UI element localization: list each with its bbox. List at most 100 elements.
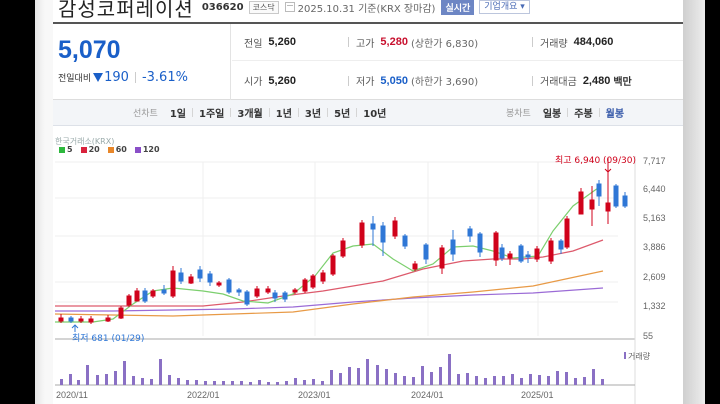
svg-text:5,163: 5,163 (643, 213, 666, 223)
tab-1-week[interactable]: 1주일 (199, 109, 225, 120)
down-triangle-icon (93, 73, 104, 82)
chart-tab-bar: 선차트 1일 1주일 3개월 1년 3년 5년 10년 봉차트 일봉 주봉 월봉 (53, 100, 683, 126)
legend-swatch (107, 146, 114, 153)
amount-value: 2,480 (582, 74, 611, 87)
svg-text:2024/01: 2024/01 (411, 390, 444, 400)
change-value: 190 (104, 70, 129, 85)
tab-weekly-candle[interactable]: 주봉 (574, 109, 593, 120)
open-value: 5,260 (268, 74, 296, 87)
quote-stats: 전일 5,260 고가 5,280 (상한가 6,830) 거래량 484,06… (232, 24, 683, 100)
legend-label: 20 (88, 145, 100, 154)
divider (356, 108, 358, 117)
divider (567, 108, 569, 117)
divider (134, 72, 136, 83)
volume-bars (60, 354, 604, 385)
low-value: 5,050 (380, 74, 408, 87)
candle-chart-label[interactable]: 봉차트 (506, 109, 531, 119)
legend-ma120: 120 (134, 145, 160, 154)
volume-legend-swatch (624, 352, 626, 359)
svg-text:2022/01: 2022/01 (187, 390, 220, 400)
stock-code: 036620 (201, 1, 244, 13)
low-price: 저가 5,050 (하한가 3,690) (348, 73, 478, 88)
high-annotation: 최고 6,940 (09/30) (555, 155, 636, 166)
svg-text:2023/01: 2023/01 (298, 390, 331, 400)
amount-label: 거래대금 (540, 77, 577, 88)
legend-swatch (59, 146, 65, 153)
x-axis-labels: 2020/11 2022/01 2023/01 2024/01 2025/01 (56, 390, 554, 400)
divider (532, 75, 533, 86)
volume-legend-label: 거래량 (628, 351, 651, 361)
low-label: 저가 (356, 77, 375, 88)
tab-3-month[interactable]: 3개월 (237, 109, 263, 120)
tab-daily-candle[interactable]: 일봉 (542, 109, 562, 120)
stock-page: 감성코퍼레이션 036620 코스닥 2025.10.31 기준(KRX 장마감… (53, 0, 693, 404)
line-chart-tabs: 선차트 1일 1주일 3개월 1년 3년 5년 10년 (133, 105, 392, 120)
high-price: 고가 5,280 (상한가 6,830) (348, 35, 478, 50)
quote-panel: 5,070 전일대비 190 -3.61% 전일 5,260 (53, 24, 683, 100)
realtime-button[interactable]: 실시간 (441, 0, 475, 15)
tab-1-day[interactable]: 1일 (169, 109, 187, 120)
lower-limit: (하한가 3,690) (410, 77, 479, 88)
change-percent: -3.61% (141, 70, 188, 85)
legend-label: 120 (142, 145, 160, 154)
svg-text:6,440: 6,440 (643, 184, 666, 194)
divider (348, 75, 349, 86)
tab-monthly-candle[interactable]: 월봉 (605, 109, 625, 120)
chart-canvas: 최고 6,940 (09/30) 최저 681 (01/29) 7,717 6,… (54, 155, 666, 404)
divider (532, 37, 533, 47)
change-label: 전일대비 (58, 74, 92, 84)
open-price: 시가 5,260 (244, 73, 296, 89)
svg-text:2020/11: 2020/11 (56, 390, 88, 400)
low-arrow-head (71, 324, 79, 329)
ma-legend: 5 20 60 120 (59, 145, 168, 154)
divider (327, 108, 329, 117)
company-name: 감성코퍼레이션 (58, 0, 194, 21)
prev-close-value: 5,260 (268, 36, 296, 48)
svg-text:2,609: 2,609 (643, 272, 666, 282)
current-price: 5,070 (58, 36, 121, 64)
trade-amount: 거래대금 2,480 백만 (532, 73, 632, 88)
svg-text:2025/01: 2025/01 (521, 390, 554, 400)
stats-row-1: 전일 5,260 고가 5,280 (상한가 6,830) 거래량 484,06… (232, 24, 683, 61)
stock-chart: 최고 6,940 (09/30) 최저 681 (01/29) 7,717 6,… (53, 126, 683, 404)
company-info-dropdown[interactable]: 기업개요 ▾ (479, 0, 530, 14)
prev-close: 전일 5,260 (244, 35, 296, 50)
calendar-icon (284, 2, 295, 12)
candles (58, 158, 628, 324)
tab-1-year[interactable]: 1년 (275, 109, 292, 120)
svg-text:7,717: 7,717 (643, 156, 666, 166)
volume: 거래량 484,060 (532, 35, 613, 50)
ma60-line (54, 270, 604, 317)
legend-label: 5 (67, 145, 73, 154)
window-edge (683, 0, 705, 404)
legend-label: 60 (115, 145, 127, 154)
tab-10-year[interactable]: 10년 (363, 109, 387, 120)
quote-date: 2025.10.31 기준(KRX 장마감) (297, 3, 436, 15)
volume-label: 거래량 (540, 38, 568, 50)
divider (230, 108, 232, 117)
candle-chart-tabs: 봉차트 일봉 주봉 월봉 (506, 105, 630, 120)
legend-swatch (134, 146, 141, 153)
browser-frame: 감성코퍼레이션 036620 코스닥 2025.10.31 기준(KRX 장마감… (35, 0, 705, 404)
market-badge: 코스닥 (248, 0, 279, 14)
tab-3-year[interactable]: 3년 (304, 109, 322, 120)
line-chart-label[interactable]: 선차트 (133, 109, 158, 119)
open-label: 시가 (244, 77, 263, 88)
high-label: 고가 (356, 38, 375, 50)
legend-ma5: 5 (59, 145, 73, 154)
grid-lines (55, 161, 618, 336)
divider (348, 37, 349, 47)
stats-row-2: 시가 5,260 저가 5,050 (하한가 3,690) 거래대금 2,480… (232, 62, 683, 99)
tab-5-year[interactable]: 5년 (334, 109, 351, 120)
svg-text:55: 55 (643, 331, 653, 341)
y-axis-labels: 7,717 6,440 5,163 3,886 2,609 1,332 55 (643, 156, 666, 341)
price-change: 전일대비 190 -3.61% (58, 70, 188, 85)
legend-ma20: 20 (80, 145, 100, 154)
title-divider (53, 22, 683, 24)
legend-swatch (80, 146, 87, 153)
svg-text:3,886: 3,886 (643, 242, 666, 252)
divider (192, 108, 194, 117)
stock-title-row: 감성코퍼레이션 036620 코스닥 2025.10.31 기준(KRX 장마감… (58, 0, 530, 21)
divider (268, 108, 270, 117)
high-value: 5,280 (380, 36, 408, 48)
